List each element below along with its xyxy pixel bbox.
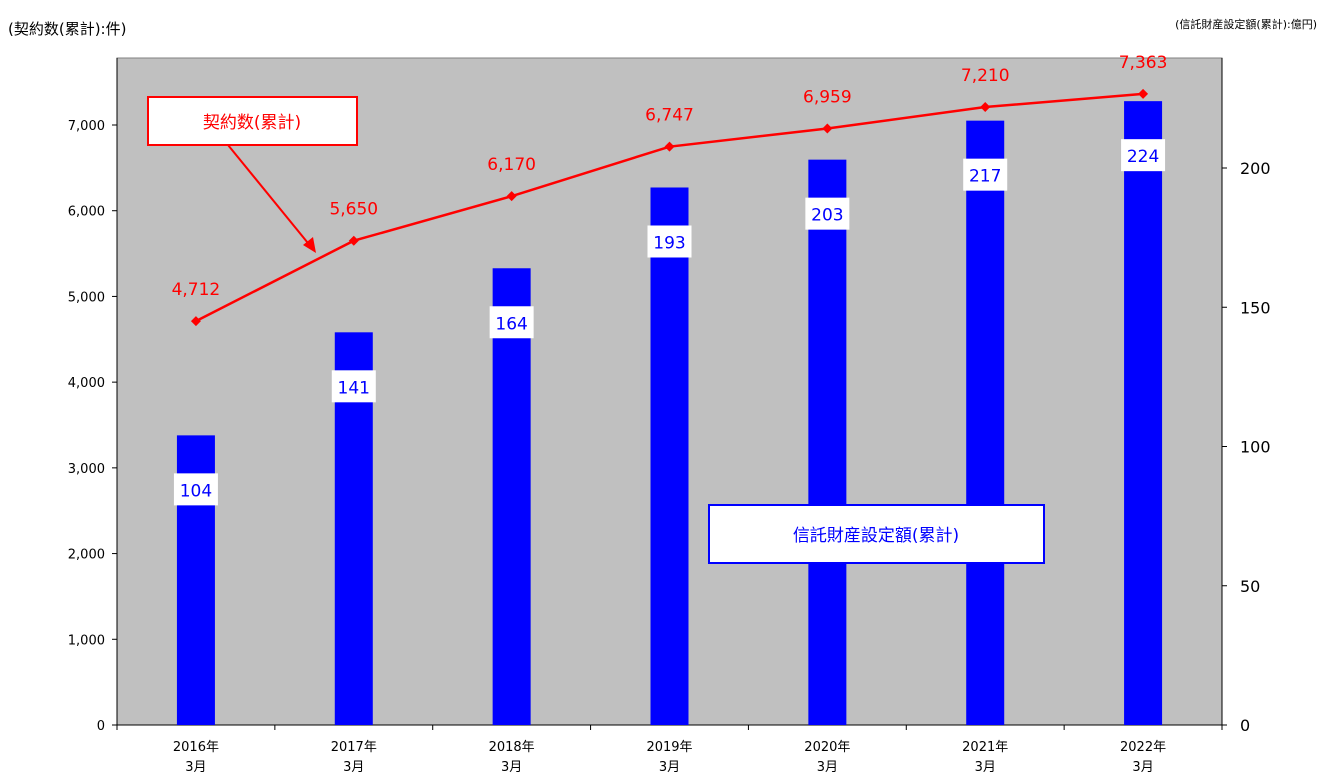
bar — [808, 159, 847, 725]
x-axis-tick-label-year: 2022年 — [1120, 740, 1166, 755]
bar-label-box — [489, 306, 534, 339]
line-point — [190, 316, 201, 327]
bar — [492, 268, 531, 725]
left-axis-tick-label: 6,000 — [68, 205, 105, 220]
left-axis-tick-label: 1,000 — [68, 633, 105, 648]
left-axis-tick-label: 7,000 — [68, 119, 105, 134]
left-axis-tick-label: 5,000 — [68, 290, 105, 305]
bar-series-callout-box — [708, 504, 1045, 564]
x-axis-tick-label-month: 3月 — [659, 760, 680, 775]
x-axis-tick-label-month: 3月 — [185, 760, 206, 775]
x-axis-tick-label-year: 2021年 — [962, 740, 1008, 755]
bar-label-box — [173, 473, 218, 506]
bar-label-box — [331, 370, 376, 403]
line-series-callout-arrow — [227, 144, 313, 249]
line-data-label: 6,959 — [803, 88, 852, 108]
bar-data-label: 224 — [1127, 147, 1159, 167]
left-axis-tick-label: 0 — [97, 719, 105, 734]
right-axis-tick-label: 0 — [1240, 716, 1250, 735]
line-data-label: 5,650 — [329, 200, 378, 220]
right-axis-tick-label: 50 — [1240, 577, 1260, 596]
bar-data-label: 104 — [180, 481, 212, 501]
right-axis-tick-label: 150 — [1240, 298, 1271, 317]
line-series-callout-arrowhead — [303, 237, 316, 253]
line-data-label: 6,747 — [645, 106, 694, 126]
bar-label-box — [805, 197, 850, 230]
x-axis-tick-label-month: 3月 — [501, 760, 522, 775]
x-axis-tick-label-year: 2016年 — [173, 740, 219, 755]
line-point — [1138, 88, 1149, 99]
right-axis-tick-label: 100 — [1240, 438, 1271, 457]
line-series-callout-box — [147, 96, 358, 146]
line-point — [822, 123, 833, 134]
line-data-label: 4,712 — [172, 280, 221, 300]
bar-label-box — [963, 158, 1008, 191]
x-axis-tick-label-year: 2018年 — [489, 740, 535, 755]
line-point — [980, 102, 991, 112]
right-axis-tick-label: 200 — [1240, 159, 1271, 178]
line-data-label: 7,363 — [1119, 53, 1168, 73]
right-axis-unit-label: (信託財産設定額(累計):億円) — [1175, 18, 1317, 31]
x-axis-tick-label-year: 2019年 — [646, 740, 692, 755]
line-data-label: 6,170 — [487, 155, 536, 175]
bar-label-box — [647, 225, 692, 258]
bar — [966, 120, 1005, 725]
left-axis-tick-label: 4,000 — [68, 376, 105, 391]
bar-data-label: 217 — [969, 167, 1001, 187]
x-axis-tick-label-year: 2020年 — [804, 740, 850, 755]
bar-data-label: 193 — [653, 233, 685, 253]
left-axis-unit-label: (契約数(累計):件) — [8, 20, 127, 38]
left-axis-tick-label: 3,000 — [68, 462, 105, 477]
line-data-label: 7,210 — [961, 66, 1010, 86]
x-axis-tick-label-month: 3月 — [1132, 760, 1153, 775]
x-axis-tick-label-month: 3月 — [343, 760, 364, 775]
bar-data-label: 203 — [811, 206, 843, 226]
bar-data-label: 164 — [495, 314, 527, 334]
bar — [1124, 101, 1163, 725]
x-axis-tick-label-month: 3月 — [975, 760, 996, 775]
x-axis-tick-label-month: 3月 — [817, 760, 838, 775]
bar-data-label: 141 — [338, 378, 370, 398]
line-point — [348, 235, 359, 246]
line-point — [506, 191, 517, 202]
left-axis-tick-label: 2,000 — [68, 548, 105, 563]
bar-series-callout-label: 信託財産設定額(累計) — [793, 526, 959, 546]
bar — [650, 187, 689, 725]
x-axis-tick-label-year: 2017年 — [331, 740, 377, 755]
line-series-callout-label: 契約数(累計) — [203, 113, 301, 133]
line-point — [664, 141, 675, 152]
bar-label-box — [1121, 139, 1166, 172]
